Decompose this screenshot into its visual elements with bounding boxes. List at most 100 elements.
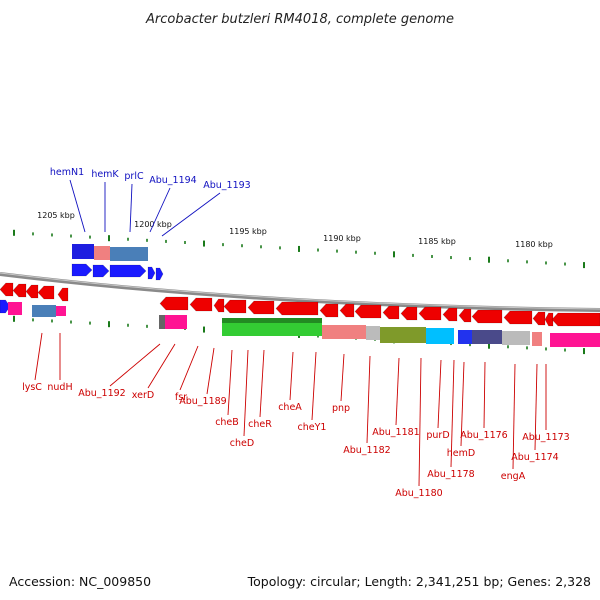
annotation-block — [94, 246, 110, 260]
reverse-gene-arrow — [544, 312, 554, 327]
accession-text: Accession: NC_009850 — [9, 574, 152, 589]
bottom-gene-label: cheA — [278, 402, 302, 413]
bottom-gene-label: Abu_1181 — [372, 427, 419, 438]
reverse-gene-arrow — [159, 296, 189, 311]
bottom-gene-label: Abu_1176 — [460, 430, 507, 441]
bottom-gene-label: cheR — [248, 419, 272, 430]
bottom-gene-label: Abu_1180 — [395, 488, 442, 499]
top-gene-label: hemN1 — [50, 167, 84, 178]
forward-gene-arrow — [147, 266, 156, 280]
map-title: Arcobacter butzleri RM4018, complete gen… — [145, 12, 454, 27]
bottom-gene-label: xerD — [132, 390, 154, 401]
bottom-gene-leader-line — [340, 353, 345, 402]
bottom-gene-label: hemD — [447, 448, 475, 459]
reverse-gene-arrow — [223, 299, 247, 314]
bottom-gene-leader-line — [512, 363, 516, 470]
bottom-gene-leader-line — [418, 357, 422, 487]
bottom-gene-leader-line — [179, 345, 199, 391]
top-gene-leader-line — [69, 179, 86, 233]
annotation-block — [472, 330, 502, 344]
bottom-gene-leader-line — [460, 361, 465, 447]
bottom-gene-label: purD — [426, 430, 449, 441]
bottom-gene-leader-line — [483, 361, 486, 429]
annotation-block — [458, 330, 472, 344]
forward-gene-arrow — [71, 263, 93, 277]
reverse-gene-arrow — [247, 300, 275, 315]
bottom-gene-label: cheD — [230, 438, 254, 449]
reverse-gene-arrow — [400, 306, 418, 321]
scale-label: 1195 kbp — [229, 227, 267, 236]
reverse-gene-arrow — [25, 284, 39, 299]
bottom-gene-label: pnp — [332, 403, 350, 414]
genome-backbone-highlight — [0, 272, 600, 310]
reverse-gene-arrow — [339, 303, 355, 318]
reverse-gene-arrow — [418, 306, 442, 321]
top-gene-label: prlC — [124, 171, 144, 182]
bottom-gene-leader-line — [243, 349, 249, 437]
bottom-gene-leader-line — [109, 343, 161, 387]
annotation-block — [426, 328, 454, 344]
reverse-gene-arrow — [275, 301, 319, 316]
reverse-gene-arrow — [12, 283, 27, 298]
bottom-gene-label: lysC — [22, 382, 42, 393]
annotation-block — [110, 247, 148, 261]
bottom-gene-leader-line — [395, 357, 400, 426]
genome-summary-text: Topology: circular; Length: 2,341,251 bp… — [247, 574, 591, 589]
annotation-block — [380, 327, 426, 343]
annotation-block — [159, 315, 165, 329]
feature-track — [0, 244, 600, 347]
bottom-gene-label: Abu_1192 — [78, 388, 125, 399]
reverse-gene-arrow — [213, 298, 225, 313]
bottom-gene-label: cheB — [215, 417, 239, 428]
annotation-block — [32, 305, 56, 317]
top-gene-labels: hemN1 hemK prlC Abu_1194 Abu_1193 — [50, 167, 251, 237]
reverse-gene-arrow — [382, 305, 400, 320]
bottom-gene-leader-line — [366, 355, 371, 444]
bottom-gene-leader-line — [534, 363, 538, 451]
reverse-gene-arrow — [189, 297, 213, 312]
forward-gene-arrow — [92, 264, 110, 278]
scale-label: 1185 kbp — [418, 237, 456, 246]
annotation-block — [550, 333, 600, 347]
forward-gene-arrow — [0, 299, 11, 314]
bottom-gene-label: Abu_1173 — [522, 432, 569, 443]
annotation-block — [72, 244, 94, 259]
top-gene-leader-line — [161, 192, 221, 237]
reverse-gene-arrow — [551, 312, 600, 327]
genome-backbone — [0, 272, 600, 312]
bottom-gene-leader-line — [450, 359, 455, 468]
top-gene-label: hemK — [91, 169, 119, 180]
bottom-gene-label: fsr — [175, 392, 187, 403]
reverse-gene-arrow — [354, 304, 382, 319]
bottom-gene-leader-line — [147, 343, 176, 389]
bottom-gene-label: Abu_1174 — [511, 452, 558, 463]
annotation-block — [8, 302, 22, 315]
annotation-block — [502, 331, 530, 345]
scale-label: 1190 kbp — [323, 234, 361, 243]
bottom-gene-label: engA — [501, 471, 526, 482]
reverse-gene-arrow — [57, 287, 69, 302]
top-gene-label: Abu_1194 — [149, 175, 196, 186]
bottom-gene-label: nudH — [47, 382, 72, 393]
annotation-block — [165, 315, 187, 329]
reverse-gene-arrow — [442, 307, 458, 322]
reverse-gene-arrow — [503, 310, 533, 325]
scale-label: 1205 kbp — [37, 211, 75, 220]
reverse-gene-arrow — [471, 309, 503, 324]
bottom-gene-label: Abu_1189 — [179, 396, 226, 407]
annotation-block — [366, 326, 380, 340]
bottom-gene-leader-line — [289, 351, 294, 401]
bottom-gene-leader-line — [206, 347, 215, 395]
forward-gene-arrow — [155, 267, 164, 281]
bottom-gene-leader-line — [227, 349, 233, 416]
bottom-gene-label: Abu_1182 — [343, 445, 390, 456]
annotation-stripe — [222, 318, 322, 323]
annotation-block — [56, 306, 66, 316]
top-gene-label: Abu_1193 — [203, 180, 250, 191]
annotation-block — [322, 325, 366, 339]
bottom-gene-leader-line — [311, 351, 317, 421]
top-gene-leader-line — [149, 187, 171, 233]
reverse-gene-arrow — [0, 282, 14, 297]
